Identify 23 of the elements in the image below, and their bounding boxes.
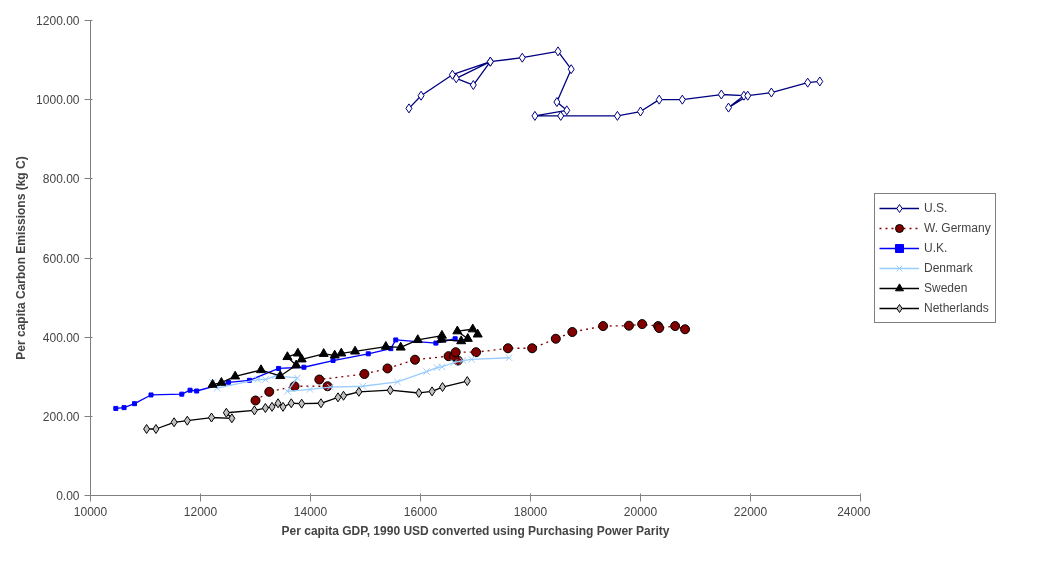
x-tick-label: 24000 xyxy=(837,504,871,519)
y-tick-label: 800.00 xyxy=(42,172,80,187)
x-axis-title: Per capita GDP, 1990 USD converted using Purchasing Power Parity xyxy=(281,523,670,538)
x-tick-label: 16000 xyxy=(403,504,438,519)
x-tick-label: 10000 xyxy=(73,504,108,519)
legend-label: U.K. xyxy=(924,240,948,255)
legend-label: W. Germany xyxy=(924,220,991,235)
y-axis-title: Per capita Carbon Emissions (kg C) xyxy=(14,156,29,360)
y-tick-label: 1200.00 xyxy=(36,14,80,28)
y-tick-label: 400.00 xyxy=(42,330,80,345)
x-tick-label: 18000 xyxy=(513,504,548,519)
legend-label: Netherlands xyxy=(924,300,989,315)
legend-label: Denmark xyxy=(924,260,973,275)
y-tick-label: 0.00 xyxy=(56,489,80,503)
x-tick-label: 12000 xyxy=(183,504,218,519)
legend-label: U.S. xyxy=(924,200,948,215)
x-tick-label: 14000 xyxy=(293,504,328,519)
y-tick-label: 1000.00 xyxy=(36,93,80,108)
x-tick-label: 20000 xyxy=(623,504,658,519)
legend-label: Sweden xyxy=(924,280,968,295)
y-tick-label: 600.00 xyxy=(42,251,80,266)
y-tick-label: 200.00 xyxy=(42,409,80,424)
x-tick-label: 22000 xyxy=(733,504,768,519)
